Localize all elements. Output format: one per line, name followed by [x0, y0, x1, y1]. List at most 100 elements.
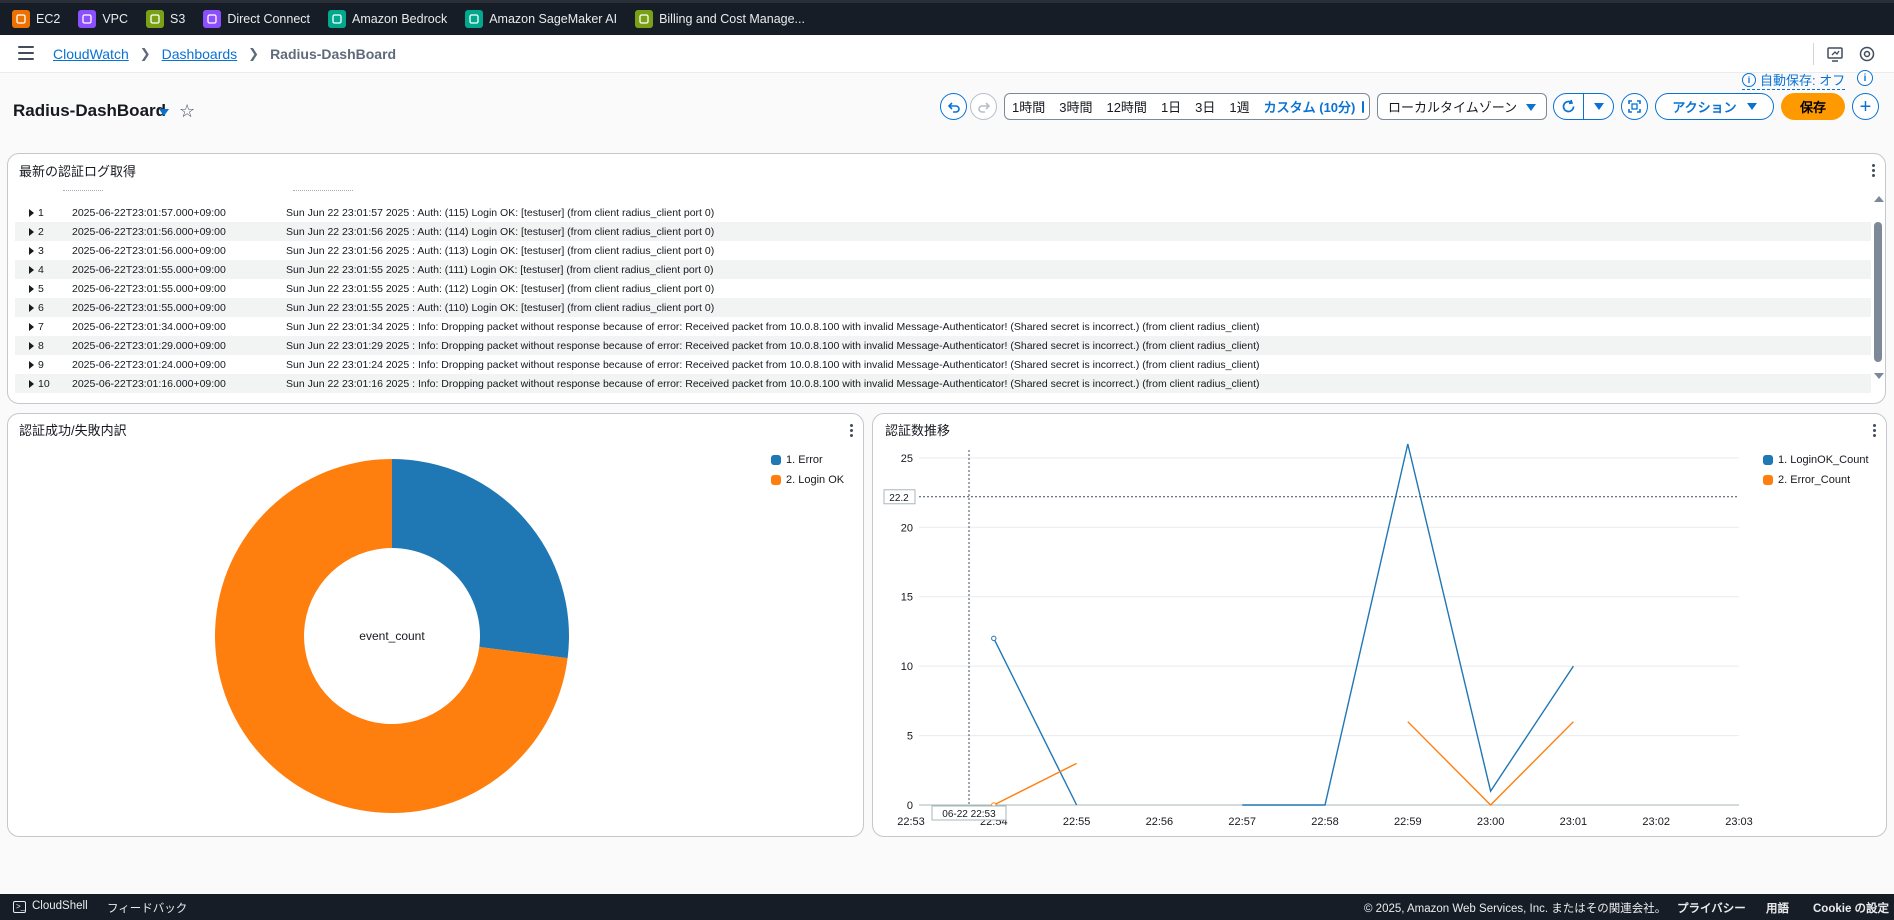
expand-caret-icon[interactable] — [29, 379, 34, 388]
favorite-direct-connect[interactable]: Direct Connect — [203, 10, 310, 28]
favorite-ec2[interactable]: EC2 — [12, 10, 60, 28]
log-row-timestamp: 2025-06-22T23:01:16.000+09:00 — [72, 377, 226, 390]
line-widget: 認証数推移 0 5 10 15 20 25 22:53 22:54 22:55 22:56 22:5… — [872, 413, 1887, 837]
redo-button[interactable] — [970, 93, 997, 120]
log-row-message: Sun Jun 22 23:01:55 2025 : Auth: (112) L… — [286, 282, 715, 295]
x-tick-label: 22:57 — [1228, 816, 1256, 828]
favorite-label: Billing and Cost Manage... — [659, 12, 805, 26]
log-row[interactable]: 10 2025-06-22T23:01:16.000+09:00 Sun Jun 2… — [15, 374, 1871, 393]
favorite-label: VPC — [102, 12, 129, 26]
expand-caret-icon[interactable] — [29, 246, 34, 255]
x-tick-label: 23:01 — [1560, 816, 1588, 828]
log-widget-menu-icon[interactable] — [1872, 164, 1876, 179]
page-title: Radius-DashBoard — [13, 101, 167, 120]
fullscreen-button[interactable] — [1621, 93, 1648, 120]
log-row[interactable]: 7 2025-06-22T23:01:34.000+09:00 Sun Jun 22… — [15, 317, 1871, 336]
expand-caret-icon[interactable] — [29, 322, 34, 331]
log-row-number: 2 — [38, 225, 44, 238]
log-row-timestamp: 2025-06-22T23:01:56.000+09:00 — [72, 244, 226, 257]
chevron-right-icon: ❯ — [248, 46, 260, 61]
calendar-icon[interactable] — [1362, 100, 1365, 113]
favorite-bedrock[interactable]: Amazon Bedrock — [328, 10, 447, 28]
time-range-option[interactable]: 3日 — [1195, 100, 1216, 115]
pie-chart: event_count — [215, 459, 569, 813]
time-range-option[interactable]: 1時間 — [1012, 100, 1046, 115]
feedback-link[interactable]: フィードバック — [107, 903, 188, 915]
breadcrumb-dashboards[interactable]: Dashboards — [161, 46, 238, 62]
settings-icon[interactable] — [1858, 45, 1876, 63]
log-row-number: 4 — [38, 263, 44, 276]
legend-item[interactable]: 2. Error_Count — [1763, 470, 1869, 490]
dashboard-dropdown-icon[interactable] — [159, 109, 169, 116]
log-row[interactable]: 4 2025-06-22T23:01:55.000+09:00 Sun Jun 22… — [15, 260, 1871, 279]
terms-link[interactable]: 用語 — [1766, 903, 1789, 915]
actions-dropdown-button[interactable]: アクション — [1655, 93, 1774, 120]
undo-button[interactable] — [940, 93, 967, 120]
help-info-icon[interactable]: i — [1857, 70, 1873, 86]
expand-caret-icon[interactable] — [29, 227, 34, 236]
data-point[interactable] — [991, 635, 997, 642]
expand-caret-icon[interactable] — [29, 341, 34, 350]
log-row-timestamp: 2025-06-22T23:01:55.000+09:00 — [72, 282, 226, 295]
pie-slice[interactable] — [215, 459, 568, 813]
expand-caret-icon[interactable] — [29, 303, 34, 312]
timezone-select[interactable]: ローカルタイムゾーン — [1377, 93, 1547, 120]
log-row-number: 7 — [38, 320, 44, 333]
favorite-sagemaker[interactable]: Amazon SageMaker AI — [465, 10, 617, 28]
time-range-option[interactable]: 12時間 — [1106, 100, 1147, 115]
refresh-options-button[interactable] — [1584, 94, 1613, 119]
scroll-up-icon[interactable] — [1874, 196, 1884, 202]
privacy-link[interactable]: プライバシー — [1677, 903, 1746, 915]
breadcrumb-cloudwatch[interactable]: CloudWatch — [53, 46, 129, 62]
legend-label: 2. Error_Count — [1778, 474, 1851, 486]
crosshair-y-label-box — [883, 489, 916, 505]
time-range-custom[interactable]: カスタム (10分) — [1263, 100, 1356, 115]
pie-widget-menu-icon[interactable] — [850, 424, 854, 439]
expand-caret-icon[interactable] — [29, 284, 34, 293]
log-row-timestamp: 2025-06-22T23:01:29.000+09:00 — [72, 339, 226, 352]
y-tick-label: 25 — [901, 453, 913, 465]
time-range-option[interactable]: 1日 — [1160, 100, 1182, 115]
expand-caret-icon[interactable] — [29, 265, 34, 274]
x-tick-label: 22:58 — [1311, 816, 1339, 828]
refresh-button[interactable] — [1554, 94, 1584, 119]
save-button[interactable]: 保存 — [1781, 93, 1845, 120]
autosave-toggle[interactable]: i 自動保存: オフ — [1742, 70, 1846, 90]
legend-swatch — [1763, 475, 1773, 485]
log-row-number: 5 — [38, 282, 44, 295]
cookie-settings-link[interactable]: Cookie の設定 — [1813, 903, 1890, 915]
legend-item[interactable]: 2. Login OK — [771, 470, 844, 490]
legend-item[interactable]: 1. LoginOK_Count — [1763, 450, 1869, 470]
expand-caret-icon[interactable] — [29, 360, 34, 369]
favorite-star-icon[interactable]: ☆ — [179, 101, 196, 121]
favorite-vpc[interactable]: VPC — [78, 10, 128, 28]
favorite-label: EC2 — [36, 12, 61, 26]
legend-item[interactable]: 1. Error — [771, 450, 844, 470]
log-row[interactable]: 9 2025-06-22T23:01:24.000+09:00 Sun Jun 22… — [15, 355, 1871, 374]
cloudshell-link[interactable]: CloudShell — [32, 900, 88, 912]
log-row[interactable]: 5 2025-06-22T23:01:55.000+09:00 Sun Jun 22… — [15, 279, 1871, 298]
direct-connect-icon — [203, 10, 222, 28]
y-tick-label: 5 — [907, 731, 913, 743]
add-widget-button[interactable]: + — [1852, 93, 1879, 120]
log-row-number: 1 — [38, 206, 44, 219]
log-row[interactable]: 1 2025-06-22T23:01:57.000+09:00 Sun Jun 22… — [15, 203, 1871, 222]
favorite-billing[interactable]: Billing and Cost Manage... — [635, 10, 805, 28]
menu-icon[interactable] — [18, 46, 34, 60]
favorite-s3[interactable]: S3 — [146, 10, 185, 28]
time-range-option[interactable]: 1週 — [1229, 100, 1250, 115]
log-row[interactable]: 2 2025-06-22T23:01:56.000+09:00 Sun Jun 22… — [15, 222, 1871, 241]
pie-slice[interactable] — [392, 459, 569, 659]
log-row[interactable]: 8 2025-06-22T23:01:29.000+09:00 Sun Jun 22… — [15, 336, 1871, 355]
billing-icon — [635, 10, 654, 28]
expand-caret-icon[interactable] — [29, 208, 34, 217]
line-widget-menu-icon[interactable] — [1873, 424, 1877, 439]
time-range-option[interactable]: 3時間 — [1059, 100, 1093, 115]
autosave-label: 自動保存: オフ — [1760, 73, 1846, 88]
log-row[interactable]: 3 2025-06-22T23:01:56.000+09:00 Sun Jun 22… — [15, 241, 1871, 260]
log-row[interactable]: 6 2025-06-22T23:01:55.000+09:00 Sun Jun 22… — [15, 298, 1871, 317]
monitor-icon[interactable] — [1826, 45, 1844, 63]
scrollbar-thumb[interactable] — [1874, 222, 1882, 362]
cloudshell-icon[interactable]: >_ — [13, 901, 26, 913]
scroll-down-icon[interactable] — [1874, 373, 1884, 379]
